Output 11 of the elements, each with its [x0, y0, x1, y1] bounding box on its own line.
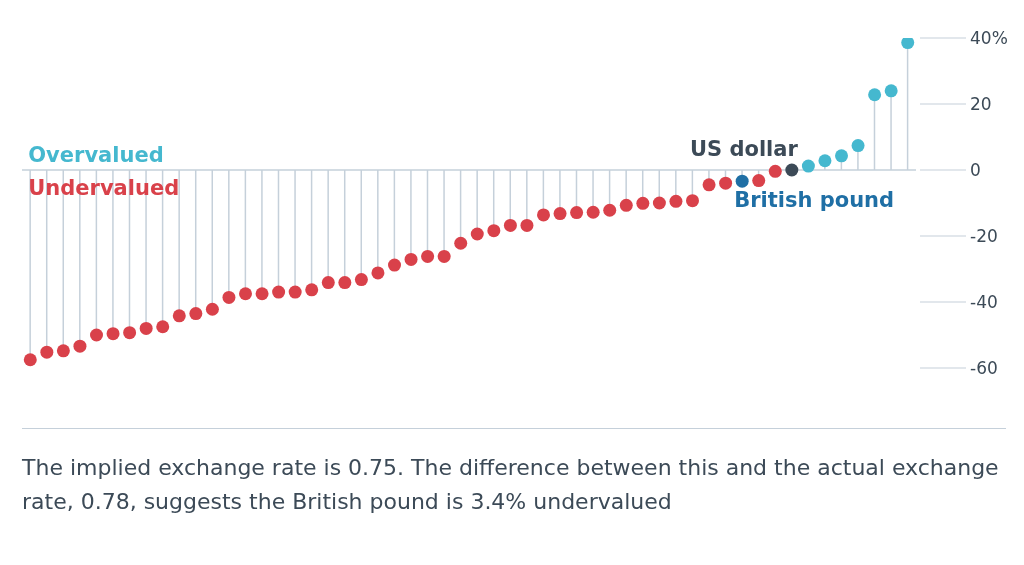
annotation: US dollar	[689, 137, 799, 161]
annotation: Overvalued	[28, 143, 164, 167]
y-tick-label: -20	[970, 225, 998, 246]
text: The implied exchange rate is 0.75. The difference between this and the actual exchange rate, 0.78, suggests the British pound is 3.4% undervalued	[22, 455, 999, 514]
annotation: Undervalued	[28, 176, 180, 200]
y-tick-label: -60	[970, 357, 998, 378]
y-tick-label: -40	[970, 291, 998, 312]
annotation: British pound	[734, 188, 895, 213]
y-tick-label: 20	[970, 93, 992, 114]
y-tick-label: 40%	[970, 27, 1008, 48]
y-tick-label: 0	[970, 159, 981, 180]
